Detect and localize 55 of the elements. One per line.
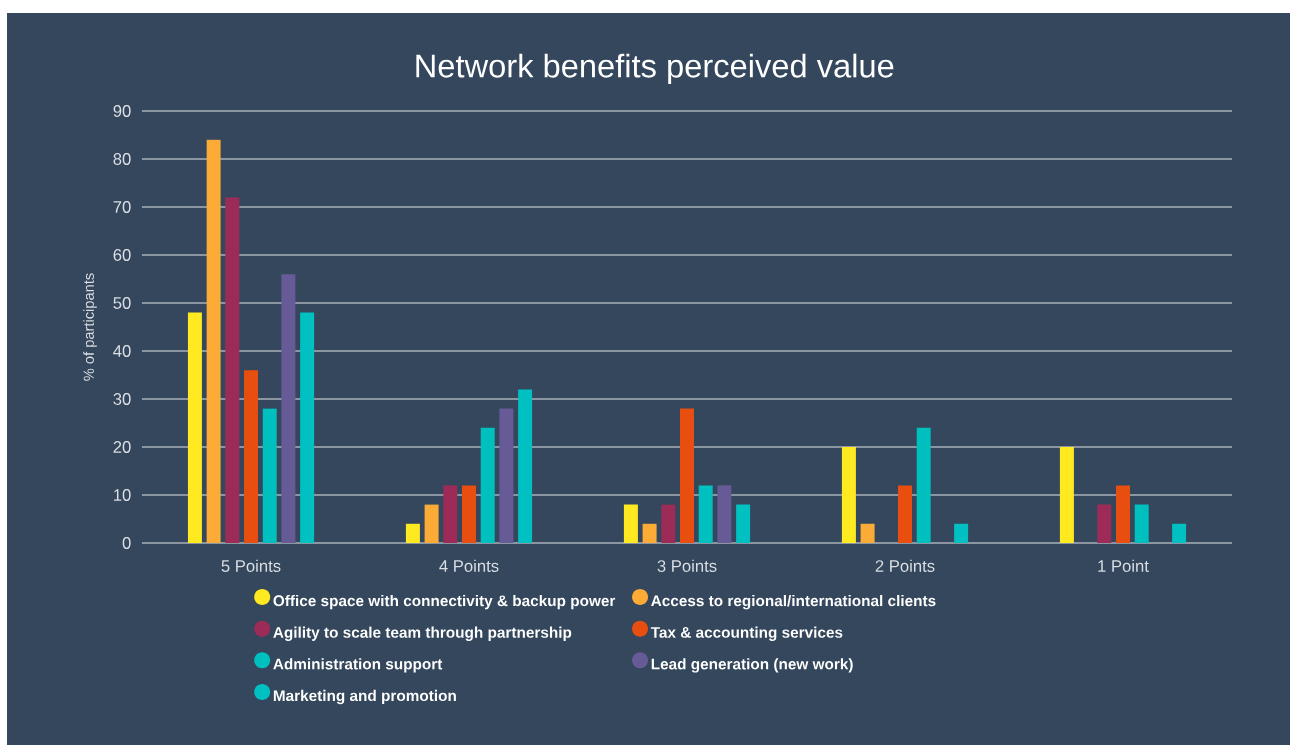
legend-label: Administration support xyxy=(273,658,443,673)
y-tick-label: 0 xyxy=(122,537,131,549)
y-tick-label: 30 xyxy=(113,393,131,405)
y-tick-label: 20 xyxy=(113,441,131,453)
legend-label: Access to regional/international clients xyxy=(651,594,936,610)
bar xyxy=(736,504,751,543)
legend-label: Office space with connectivity & backup power xyxy=(273,594,616,610)
bar xyxy=(462,485,476,543)
bar xyxy=(623,504,638,543)
y-tick-label: 40 xyxy=(113,345,131,357)
bar xyxy=(281,274,296,543)
bar xyxy=(841,446,856,543)
bar xyxy=(954,523,969,543)
bar xyxy=(206,139,221,543)
legend-label: Agility to scale team through partnership xyxy=(273,626,572,641)
chart-title: Network benefits perceived value xyxy=(416,53,894,85)
bar xyxy=(1059,446,1074,543)
bar xyxy=(187,312,202,543)
legend-label: Marketing and promotion xyxy=(273,689,456,705)
bar xyxy=(898,485,912,543)
legend-label: Tax & accounting services xyxy=(650,626,843,641)
bar xyxy=(717,485,732,543)
y-tick-label: 90 xyxy=(113,105,131,117)
bar xyxy=(1134,504,1149,543)
x-tick-label: 4 Points xyxy=(439,559,499,572)
bar xyxy=(518,389,533,543)
bar xyxy=(300,312,315,543)
x-tick-label: 3 Points xyxy=(657,559,717,572)
bar xyxy=(244,370,259,543)
legend-label: Lead generation (new work) xyxy=(651,658,853,673)
bar xyxy=(499,408,514,543)
x-tick-label: 2 Points xyxy=(875,559,935,572)
bar xyxy=(1097,504,1112,543)
bar xyxy=(916,427,931,543)
y-axis-title: % of participants xyxy=(83,273,97,381)
bar xyxy=(642,523,657,543)
y-tick-label: 70 xyxy=(113,201,131,213)
bar xyxy=(424,504,439,543)
y-tick-label: 80 xyxy=(113,153,131,165)
bar xyxy=(680,408,694,543)
y-tick-label: 60 xyxy=(113,249,131,261)
bar xyxy=(262,408,277,543)
x-tick-label: 1 Point xyxy=(1098,559,1149,572)
bar xyxy=(1172,523,1187,543)
bar xyxy=(661,504,676,543)
bar xyxy=(225,197,240,543)
y-tick-label: 50 xyxy=(113,297,131,309)
bar xyxy=(698,485,713,543)
x-tick-label: 5 Points xyxy=(221,559,281,572)
bar xyxy=(405,523,420,543)
bar xyxy=(480,427,495,543)
y-tick-label: 10 xyxy=(114,489,131,501)
bar xyxy=(860,523,875,543)
bar xyxy=(443,485,458,543)
bar xyxy=(1116,485,1130,543)
